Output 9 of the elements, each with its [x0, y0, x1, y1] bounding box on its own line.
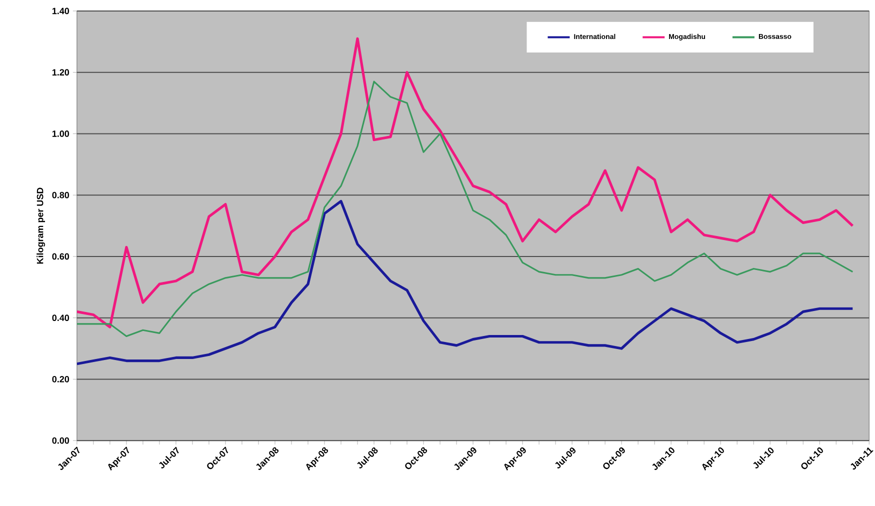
y-tick-label: 0.80 — [52, 192, 70, 199]
y-tick-label: 0.60 — [52, 254, 70, 260]
y-axis-title: Kilogram per USD — [36, 188, 46, 264]
y-tick-label: 0.40 — [52, 314, 70, 322]
y-tick-label: 0.20 — [52, 376, 70, 383]
y-tick-label: 1.00 — [52, 130, 70, 138]
y-tick-label: 1.40 — [52, 8, 70, 14]
y-tick-label: 1.20 — [52, 69, 70, 76]
y-tick-label: 0.00 — [52, 438, 70, 444]
